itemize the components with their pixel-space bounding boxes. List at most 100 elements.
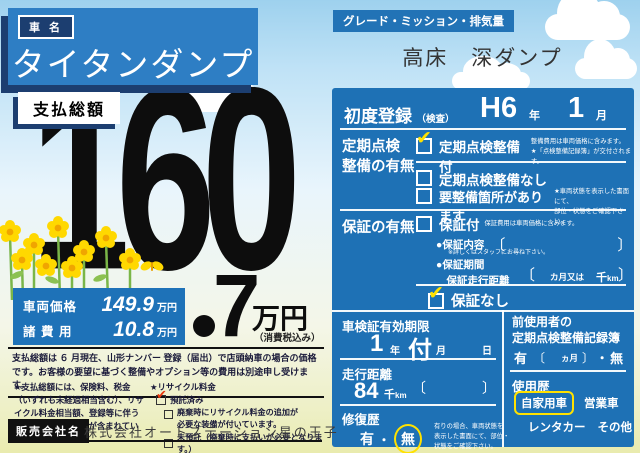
inspection-label-line1: 定期点検 (342, 139, 400, 155)
km-unit-main: 千 (596, 272, 607, 284)
inspection-needs-note: ★車両状態を表示した書面にて、 部位・状態をご確認下さい。 (554, 188, 630, 226)
recycle-not-label: 未預託（廃棄時に支払いが必要となります。） (177, 432, 323, 453)
flower-field-illustration (0, 216, 164, 300)
total-price-unit: 万円 (252, 303, 309, 334)
mileage-unit-main: 千 (384, 389, 395, 401)
shaken-month-suffix: 月 (436, 346, 446, 357)
divider-vertical (502, 310, 504, 447)
shaken-year-value: 1 (370, 330, 384, 357)
divider (416, 284, 626, 286)
inspection-label-line2: 整備の有無 (342, 158, 415, 175)
bracket-open: 〔 (490, 237, 506, 254)
shaken-day-suffix: 日 (482, 346, 492, 357)
bracket-close: 〕 (617, 237, 633, 254)
warranty-content-note: ※詳しくはスタッフにお尋ね下さい。 (448, 250, 550, 256)
repair-history-label: 修復歴 (342, 413, 380, 427)
fees-row: 諸 費 用 10.8 万円 (23, 318, 177, 343)
car-name: タイタンダンプ (11, 46, 255, 83)
record-book-label-line2: 定期点検整備記録簿 (512, 331, 621, 346)
cloud-shape (575, 39, 637, 79)
vehicle-price-row: 車両価格 149.9 万円 (23, 293, 177, 318)
price-breakdown-box: 車両価格 149.9 万円 諸 費 用 10.8 万円 (13, 288, 185, 345)
fees-label: 諸 費 用 (23, 325, 73, 339)
divider (340, 209, 626, 211)
first-registration-row: 初度登録 （検査） (344, 102, 454, 127)
recycle-fee-section: ★リサイクル料金 ✔ 預託済み 廃棄時にリサイクル料金の追加が 必要な装備が付い… (150, 381, 328, 453)
inspection-needs-checkbox (416, 188, 432, 204)
record-book-months-unit: ヵ月 (561, 352, 579, 363)
check-icon: ✔ (156, 387, 167, 403)
vehicle-price-unit: 万円 (157, 303, 177, 314)
inspection-without-checkbox (416, 170, 432, 186)
recycle-deposited-label: 預託済み (170, 395, 204, 406)
warranty-content-label: ●保証内容 (436, 239, 485, 251)
recycle-not-row: 未預託（廃棄時に支払いが必要となります。） (150, 432, 328, 453)
warranty-with-checkbox (416, 216, 432, 232)
divider (332, 310, 634, 312)
bracket-close: 〕 (482, 380, 496, 396)
separator-dot: ・ (596, 351, 609, 365)
warranty-with-row: 保証付 保証費用は車両価格に含みます。 (416, 214, 578, 234)
record-book-no-option: 無 (610, 351, 624, 366)
total-payment-label: 支払総額 (18, 92, 121, 124)
first-registration-month: 1 (568, 92, 585, 124)
usage-option-rental: レンタカー (528, 422, 586, 434)
separator-dot: ・ (378, 432, 391, 447)
fees-value: 10.8 (113, 318, 154, 341)
mileage-value: 84 (354, 378, 379, 403)
usage-row-1: 自家用車 営業車 (514, 391, 619, 415)
recycle-not-checkbox (164, 439, 173, 449)
bracket-open: 〔 (412, 380, 426, 396)
inspection-needs-row: 要整備箇所があります ★車両状態を表示した書面にて、 部位・状態をご確認下さい。 (416, 187, 634, 227)
warranty-period-label: ●保証期間 保証走行距離 (436, 259, 510, 287)
repair-yes-option: 有 (360, 431, 374, 447)
usage-option-commercial: 営業車 (584, 398, 619, 410)
warranty-none-label: 保証なし (451, 294, 509, 310)
warranty-km-unit: 千km (596, 268, 619, 286)
first-registration-label: 初度登録 (344, 107, 412, 126)
repair-history-note: 有りの場合、車両状態を 表示した書面にて、部位・ 状態をご確認下さい。 (434, 423, 510, 451)
vehicle-price-value: 149.9 (101, 293, 154, 316)
grade-mission-displacement-label: グレード・ミッション・排気量 (333, 10, 514, 32)
warranty-none-checkbox-checked: ✔ (428, 283, 444, 309)
repair-no-option-selected: 無 (394, 424, 423, 453)
mileage-unit: 千km (384, 385, 407, 403)
divider (340, 358, 496, 360)
mileage-unit-sub: km (395, 391, 407, 400)
recycle-deposited-checkbox: ✔ (156, 387, 167, 406)
cloud-shape (452, 55, 530, 90)
inspection-without-row: 定期点検整備なし (416, 169, 547, 189)
usage-row-2: レンタカー その他 (528, 419, 632, 435)
usage-history-label: 使用歴 (512, 380, 550, 394)
recycle-fee-title: ★リサイクル料金 (150, 382, 216, 392)
recycle-add-label: 廃棄時にリサイクル料金の追加が 必要な装備が付いています。 (177, 408, 299, 430)
inspection-with-label: 定期点検整備付 (439, 140, 520, 175)
record-book-label: 前使用者の 定期点検整備記録簿 (512, 314, 620, 346)
car-name-box: 車 名 タイタンダンプ (8, 8, 258, 85)
divider (510, 370, 626, 372)
recycle-add-checkbox (164, 410, 173, 420)
km-unit-sub: km (607, 274, 619, 283)
check-icon: ✔ (428, 283, 444, 304)
warranty-with-label: 保証付 (439, 218, 480, 233)
fees-unit: 万円 (157, 328, 177, 339)
first-registration-sublabel: （検査） (416, 114, 455, 125)
tax-included-note: （消費税込み） (254, 333, 321, 344)
dealer-underline (8, 440, 322, 442)
usage-option-private-selected: 自家用車 (514, 391, 574, 415)
warranty-with-note: 保証費用は車両価格に含みます。 (484, 220, 579, 227)
inspection-with-checkbox-checked: ✔ (416, 128, 432, 154)
month-suffix: 月 (596, 110, 607, 122)
record-book-yes-option: 有 (514, 351, 528, 366)
cloud-shape (545, 0, 630, 40)
warranty-section-label: 保証の有無 (342, 220, 415, 236)
check-icon: ✔ (416, 128, 432, 149)
inspection-without-label: 定期点検整備なし (439, 173, 547, 188)
total-price-fraction: 7 (213, 256, 261, 357)
vehicle-info-panel: 初度登録 （検査） H6 年 1 月 定期点検 整備の有無 ✔ 定期点検整備付 … (332, 88, 634, 453)
inspection-section-label: 定期点検 整備の有無 (342, 138, 415, 177)
warranty-content-row: ●保証内容 〔 〕 (436, 234, 632, 255)
divider (340, 128, 626, 130)
record-book-row: 有 〔 ヵ月 〕 ・ 無 (514, 348, 623, 367)
